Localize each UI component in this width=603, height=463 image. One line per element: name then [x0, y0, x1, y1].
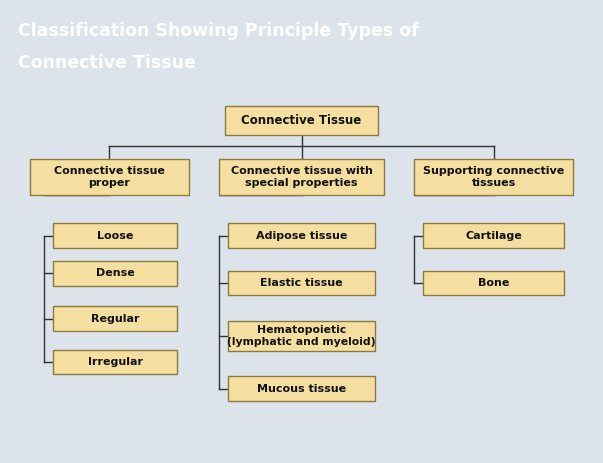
- Text: Connective Tissue: Connective Tissue: [18, 54, 196, 72]
- Text: Bone: Bone: [478, 278, 510, 288]
- FancyBboxPatch shape: [225, 106, 378, 135]
- Text: Supporting connective
tissues: Supporting connective tissues: [423, 166, 564, 188]
- Text: Connective tissue
proper: Connective tissue proper: [54, 166, 165, 188]
- Text: Hematopoietic
(lymphatic and myeloid): Hematopoietic (lymphatic and myeloid): [227, 325, 376, 346]
- Text: Classification Showing Principle Types of: Classification Showing Principle Types o…: [18, 22, 419, 40]
- FancyBboxPatch shape: [423, 271, 564, 295]
- FancyBboxPatch shape: [53, 224, 177, 248]
- Text: Elastic tissue: Elastic tissue: [260, 278, 343, 288]
- Text: Dense: Dense: [96, 269, 134, 278]
- Text: Cartilage: Cartilage: [465, 231, 522, 241]
- FancyBboxPatch shape: [228, 376, 375, 401]
- FancyBboxPatch shape: [53, 350, 177, 375]
- Text: Adipose tissue: Adipose tissue: [256, 231, 347, 241]
- Text: Connective tissue with
special properties: Connective tissue with special propertie…: [230, 166, 373, 188]
- Text: Irregular: Irregular: [88, 357, 143, 367]
- FancyBboxPatch shape: [228, 321, 375, 351]
- Text: Mucous tissue: Mucous tissue: [257, 383, 346, 394]
- Text: Connective Tissue: Connective Tissue: [241, 114, 362, 127]
- Text: Loose: Loose: [97, 231, 133, 241]
- FancyBboxPatch shape: [228, 224, 375, 248]
- FancyBboxPatch shape: [414, 159, 573, 195]
- FancyBboxPatch shape: [53, 307, 177, 331]
- FancyBboxPatch shape: [228, 271, 375, 295]
- FancyBboxPatch shape: [30, 159, 189, 195]
- FancyBboxPatch shape: [53, 261, 177, 286]
- Text: Regular: Regular: [91, 314, 140, 324]
- FancyBboxPatch shape: [219, 159, 384, 195]
- FancyBboxPatch shape: [423, 224, 564, 248]
